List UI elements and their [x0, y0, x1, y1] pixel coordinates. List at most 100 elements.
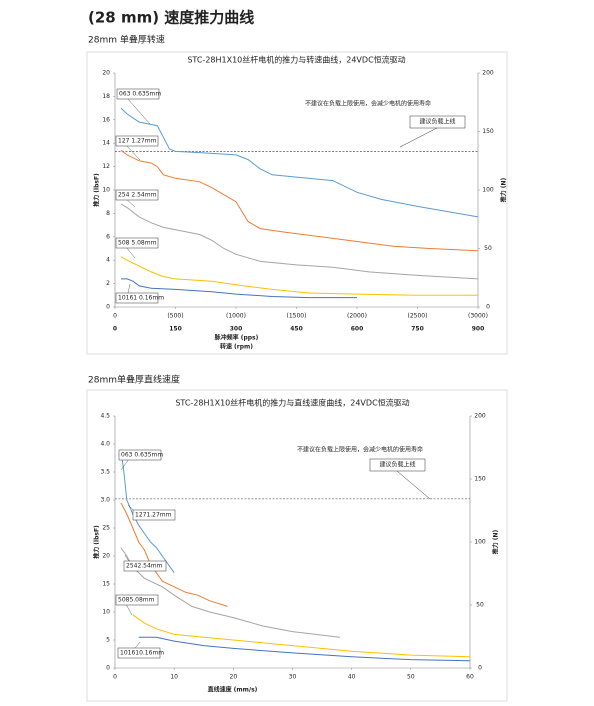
- y-tick-label: 20: [102, 70, 110, 77]
- x2-axis-label: 转速 (rpm): [220, 343, 253, 351]
- x-tick-label: (2000): [347, 313, 367, 320]
- callout-box: [115, 237, 159, 249]
- y-tick-label: 5: [106, 637, 110, 644]
- y-axis-label: 推力 (lbsF): [93, 525, 101, 559]
- legend-label: 508 5.08mm: [118, 240, 157, 247]
- x-tick-label: (1500): [287, 313, 307, 320]
- x-tick-label: 0: [113, 313, 117, 320]
- series-line: [132, 614, 471, 658]
- callout-pointer: [126, 97, 151, 125]
- y-tick-label: 0: [106, 665, 110, 672]
- legend-label: 2542.54mm: [126, 563, 163, 570]
- series-line: [120, 107, 479, 218]
- y-tick-label: 10: [102, 187, 110, 194]
- callout-box: [115, 594, 159, 606]
- callout-pointer: [125, 198, 136, 208]
- legend-label: 127 1.27mm: [118, 138, 157, 145]
- chart-title: STC-28H1X10丝杆电机的推力与转速曲线，24VDC恒流驱动: [187, 55, 405, 65]
- series-line: [120, 149, 479, 252]
- y-tick-label: 10: [102, 609, 110, 616]
- y2-tick-label: 150: [474, 476, 486, 483]
- limit-label: 建议负载上线: [419, 118, 455, 126]
- y2-tick-label: 100: [482, 187, 494, 194]
- section-title: 28mm单叠厚直线速度: [88, 374, 180, 386]
- callout-box: [115, 189, 159, 201]
- y2-tick-label: 0: [478, 665, 482, 672]
- series-line: [120, 203, 479, 280]
- y-tick-label: 6: [106, 233, 110, 240]
- series-line: [120, 449, 175, 574]
- callout-box: [117, 647, 161, 659]
- y2-axis-label: 推力 (N): [492, 529, 500, 554]
- y2-tick-label: 50: [484, 245, 492, 252]
- annotation: 不建议在负载上限使用，会减少电机的使用寿命: [305, 100, 431, 108]
- callout-box: [115, 292, 159, 304]
- limit-arrow: [396, 470, 431, 500]
- x-tick-label: 50: [407, 674, 415, 681]
- y-tick-label: 25: [102, 525, 110, 532]
- callout-box: [123, 560, 167, 572]
- series-line: [120, 256, 478, 296]
- callout-pointer: [125, 144, 141, 161]
- series-line: [138, 636, 471, 662]
- y-tick-label: 14: [102, 140, 110, 147]
- series-line: [120, 502, 228, 607]
- y-tick-label: 4: [106, 257, 110, 264]
- y2-tick-label: 200: [482, 70, 494, 77]
- y2-tick-label: 200: [474, 413, 486, 420]
- x-tick-label: (500): [167, 313, 183, 320]
- limit-box: [369, 458, 426, 472]
- legend-label: 10161 0.16mm: [118, 295, 164, 302]
- x2-tick-label: 150: [169, 326, 182, 333]
- legend-label: 5085.08mm: [118, 597, 155, 604]
- x-axis-label: 脉冲频率 (pps): [214, 334, 259, 342]
- x2-tick-label: 300: [230, 326, 243, 333]
- callout-box: [116, 88, 160, 100]
- y2-tick-label: 150: [482, 128, 494, 135]
- legend-label: 101610.16mm: [120, 650, 164, 657]
- y-tick-label: 20: [102, 553, 110, 560]
- x-tick-label: 30: [289, 674, 297, 681]
- callout-pointer: [125, 603, 133, 616]
- chart-frame: [86, 51, 508, 355]
- x-tick-label: (3000): [468, 313, 488, 320]
- y2-axis-label: 推力 (N): [500, 177, 508, 202]
- x2-tick-label: 900: [472, 326, 485, 333]
- callout-box: [115, 135, 159, 147]
- y2-tick-label: 100: [474, 539, 486, 546]
- y-tick-label: 12: [102, 163, 110, 170]
- y2-tick-label: 0: [486, 304, 490, 311]
- series-line: [121, 278, 357, 299]
- y-tick-label: 2: [106, 280, 110, 287]
- x-tick-label: (2500): [408, 313, 428, 320]
- y-tick-label: 16: [102, 116, 110, 123]
- x2-tick-label: 450: [290, 326, 303, 333]
- chart-frame: [86, 389, 508, 702]
- y-tick-label: 0: [106, 304, 110, 311]
- callout-pointer: [125, 246, 136, 259]
- y-tick-label: 3.0: [100, 497, 110, 504]
- x-tick-label: 0: [113, 674, 117, 681]
- page-heading: (28 mm) 速度推力曲线: [88, 9, 254, 27]
- x-tick-label: 40: [348, 674, 356, 681]
- y-tick-label: 4.0: [100, 441, 110, 448]
- legend-label: 063 0.635mm: [121, 452, 163, 459]
- x-tick-label: 10: [170, 674, 178, 681]
- limit-label: 建议负载上线: [379, 461, 415, 469]
- y2-tick-label: 50: [476, 602, 484, 609]
- callout-pointer: [120, 458, 130, 471]
- legend-label: 063 0.635mm: [119, 91, 161, 98]
- section-title: 28mm 单叠厚转速: [88, 34, 165, 46]
- y-axis-label: 推力 (lbsF): [93, 173, 101, 207]
- y-tick-label: 18: [102, 93, 110, 100]
- x2-tick-label: 600: [351, 326, 364, 333]
- x-tick-label: (1000): [226, 313, 246, 320]
- y-tick-label: 8: [106, 210, 110, 217]
- y-tick-label: 3.5: [100, 469, 110, 476]
- annotation: 不建议在负载上限使用，会减少电机的使用寿命: [297, 446, 423, 454]
- y-tick-label: 15: [102, 581, 110, 588]
- legend-label: 254 2.54mm: [118, 192, 157, 199]
- x-tick-label: 20: [230, 674, 238, 681]
- x-axis-label: 直线速度 (mm/s): [208, 686, 258, 694]
